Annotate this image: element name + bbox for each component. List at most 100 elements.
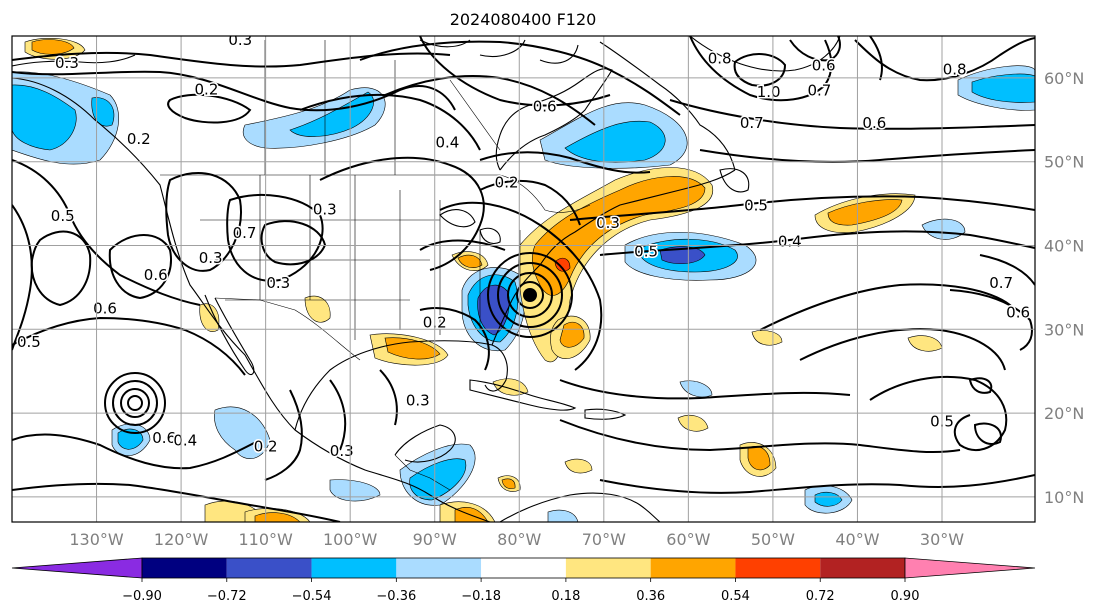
colorbar-extend-high (904, 557, 1036, 579)
contour-label: 0.6 (862, 114, 886, 132)
latitude-label: 10°N (1044, 488, 1084, 507)
contour-line (108, 234, 172, 300)
contour-label: 0.6 (533, 97, 557, 115)
contour-labels: 0.30.20.30.20.50.60.60.50.30.70.30.30.40… (15, 36, 1031, 461)
contour-label: 0.5 (634, 242, 658, 260)
colorbar-tick-label: −0.54 (292, 589, 332, 604)
latitude-label: 50°N (1044, 153, 1084, 172)
colorbar-extend-low (11, 557, 143, 579)
contour-line (559, 419, 961, 454)
latitude-labels: 60°N 50°N 40°N 30°N 20°N 10°N (1044, 69, 1084, 507)
contour-line (973, 422, 1002, 445)
contour-line (487, 252, 573, 338)
longitude-label: 30°W (920, 530, 964, 549)
contour-line (12, 433, 261, 470)
contour-line (968, 377, 993, 394)
contour-line (669, 99, 1035, 130)
colorbar-tick-label: 0.72 (806, 589, 835, 604)
shade-negative-nw-core (12, 84, 77, 151)
contour-line (127, 395, 143, 411)
longitude-label: 120°W (154, 530, 209, 549)
contour-label: 0.3 (596, 214, 620, 232)
contour-line (869, 375, 1008, 451)
contour-label: 0.4 (173, 432, 197, 450)
coast-greenland (689, 36, 841, 72)
contour-line (12, 204, 33, 351)
contour-line (949, 289, 1033, 351)
longitude-label: 130°W (69, 530, 124, 549)
contour-label: 0.8 (943, 61, 967, 79)
contour-label: 0.7 (740, 114, 764, 132)
contour-line (30, 230, 92, 307)
contour-label: 0.3 (330, 442, 354, 460)
colorbar-tick-label: 0.90 (891, 589, 920, 604)
contour-label: 0.6 (152, 429, 176, 447)
coast-cuba (469, 379, 577, 411)
shade-positive-ne-red (554, 257, 571, 272)
colorbar-segment (650, 558, 736, 578)
contour-label: 0.7 (233, 224, 257, 242)
border-us-canada (160, 174, 591, 213)
contour-line (516, 281, 544, 309)
shade-negative-hudson-core (564, 120, 666, 163)
contour-line (869, 36, 883, 81)
coast-yucatan (394, 424, 456, 463)
latitude-label: 40°N (1044, 236, 1084, 255)
storm-center (523, 288, 537, 302)
shade-negative-atlantic-core (659, 246, 706, 264)
contour-line (112, 380, 158, 426)
coast-sa (499, 492, 661, 522)
contour-line (260, 220, 327, 266)
contour-line (479, 151, 651, 174)
contour-line (12, 482, 341, 522)
contour-line (559, 379, 851, 400)
coast-hispaniola (584, 408, 627, 420)
colorbar-tick-label: −0.36 (376, 589, 416, 604)
coast-gulf (294, 340, 508, 431)
colorbar-tick-label: 0.18 (551, 589, 580, 604)
contour-line (479, 179, 581, 226)
contour-line (104, 372, 166, 434)
colorbar-tick-label: −0.18 (461, 589, 501, 604)
contour-line (699, 149, 1035, 163)
colorbar-tick-label: −0.90 (122, 589, 162, 604)
contour-label: 0.6 (144, 266, 168, 284)
contour-label: 0.5 (744, 196, 768, 214)
contour-line (379, 369, 398, 426)
contour-line (979, 254, 1035, 286)
map-frame (11, 35, 1036, 523)
shade-negative-mex (214, 406, 271, 459)
border-central-am (394, 454, 451, 491)
shade-positive-mid-atl-core (827, 199, 903, 226)
contour-line (599, 230, 1035, 256)
contour-line (419, 239, 506, 251)
latitude-label: 60°N (1044, 69, 1084, 88)
shade-negative-pac-sw-core (117, 428, 144, 450)
contour-label: 0.6 (93, 299, 117, 317)
contour-line (419, 307, 490, 371)
contour-line (759, 283, 1011, 331)
contour-label: 0.4 (778, 232, 802, 250)
colorbar-ticks: −0.90 −0.72 −0.54 −0.36 −0.18 0.18 0.36 0.54 0.7… (122, 578, 919, 604)
shade-positive-ca (304, 295, 331, 323)
contour-line (359, 40, 681, 116)
plot-title: 2024080400 F120 (450, 10, 597, 29)
coast-hudson (495, 68, 613, 171)
shade-positive-blob6-core (501, 478, 516, 489)
colorbar-segments (11, 557, 1036, 579)
shade-positive-blob5-core (457, 254, 483, 268)
contour-line (165, 171, 242, 272)
contour-line (733, 53, 787, 87)
shade-negative-nw-core2 (91, 97, 115, 127)
contour-label: 0.6 (812, 56, 836, 74)
contour-lines (12, 36, 1035, 522)
shade-positive-blob4 (677, 415, 709, 432)
map-gridlines (12, 36, 1035, 522)
contour-line (497, 262, 563, 328)
longitude-label: 100°W (323, 530, 378, 549)
colorbar-tick-label: 0.36 (636, 589, 665, 604)
contour-label: 0.3 (313, 200, 337, 218)
shade-positive-sc-core (559, 321, 585, 348)
contour-line (319, 156, 485, 271)
